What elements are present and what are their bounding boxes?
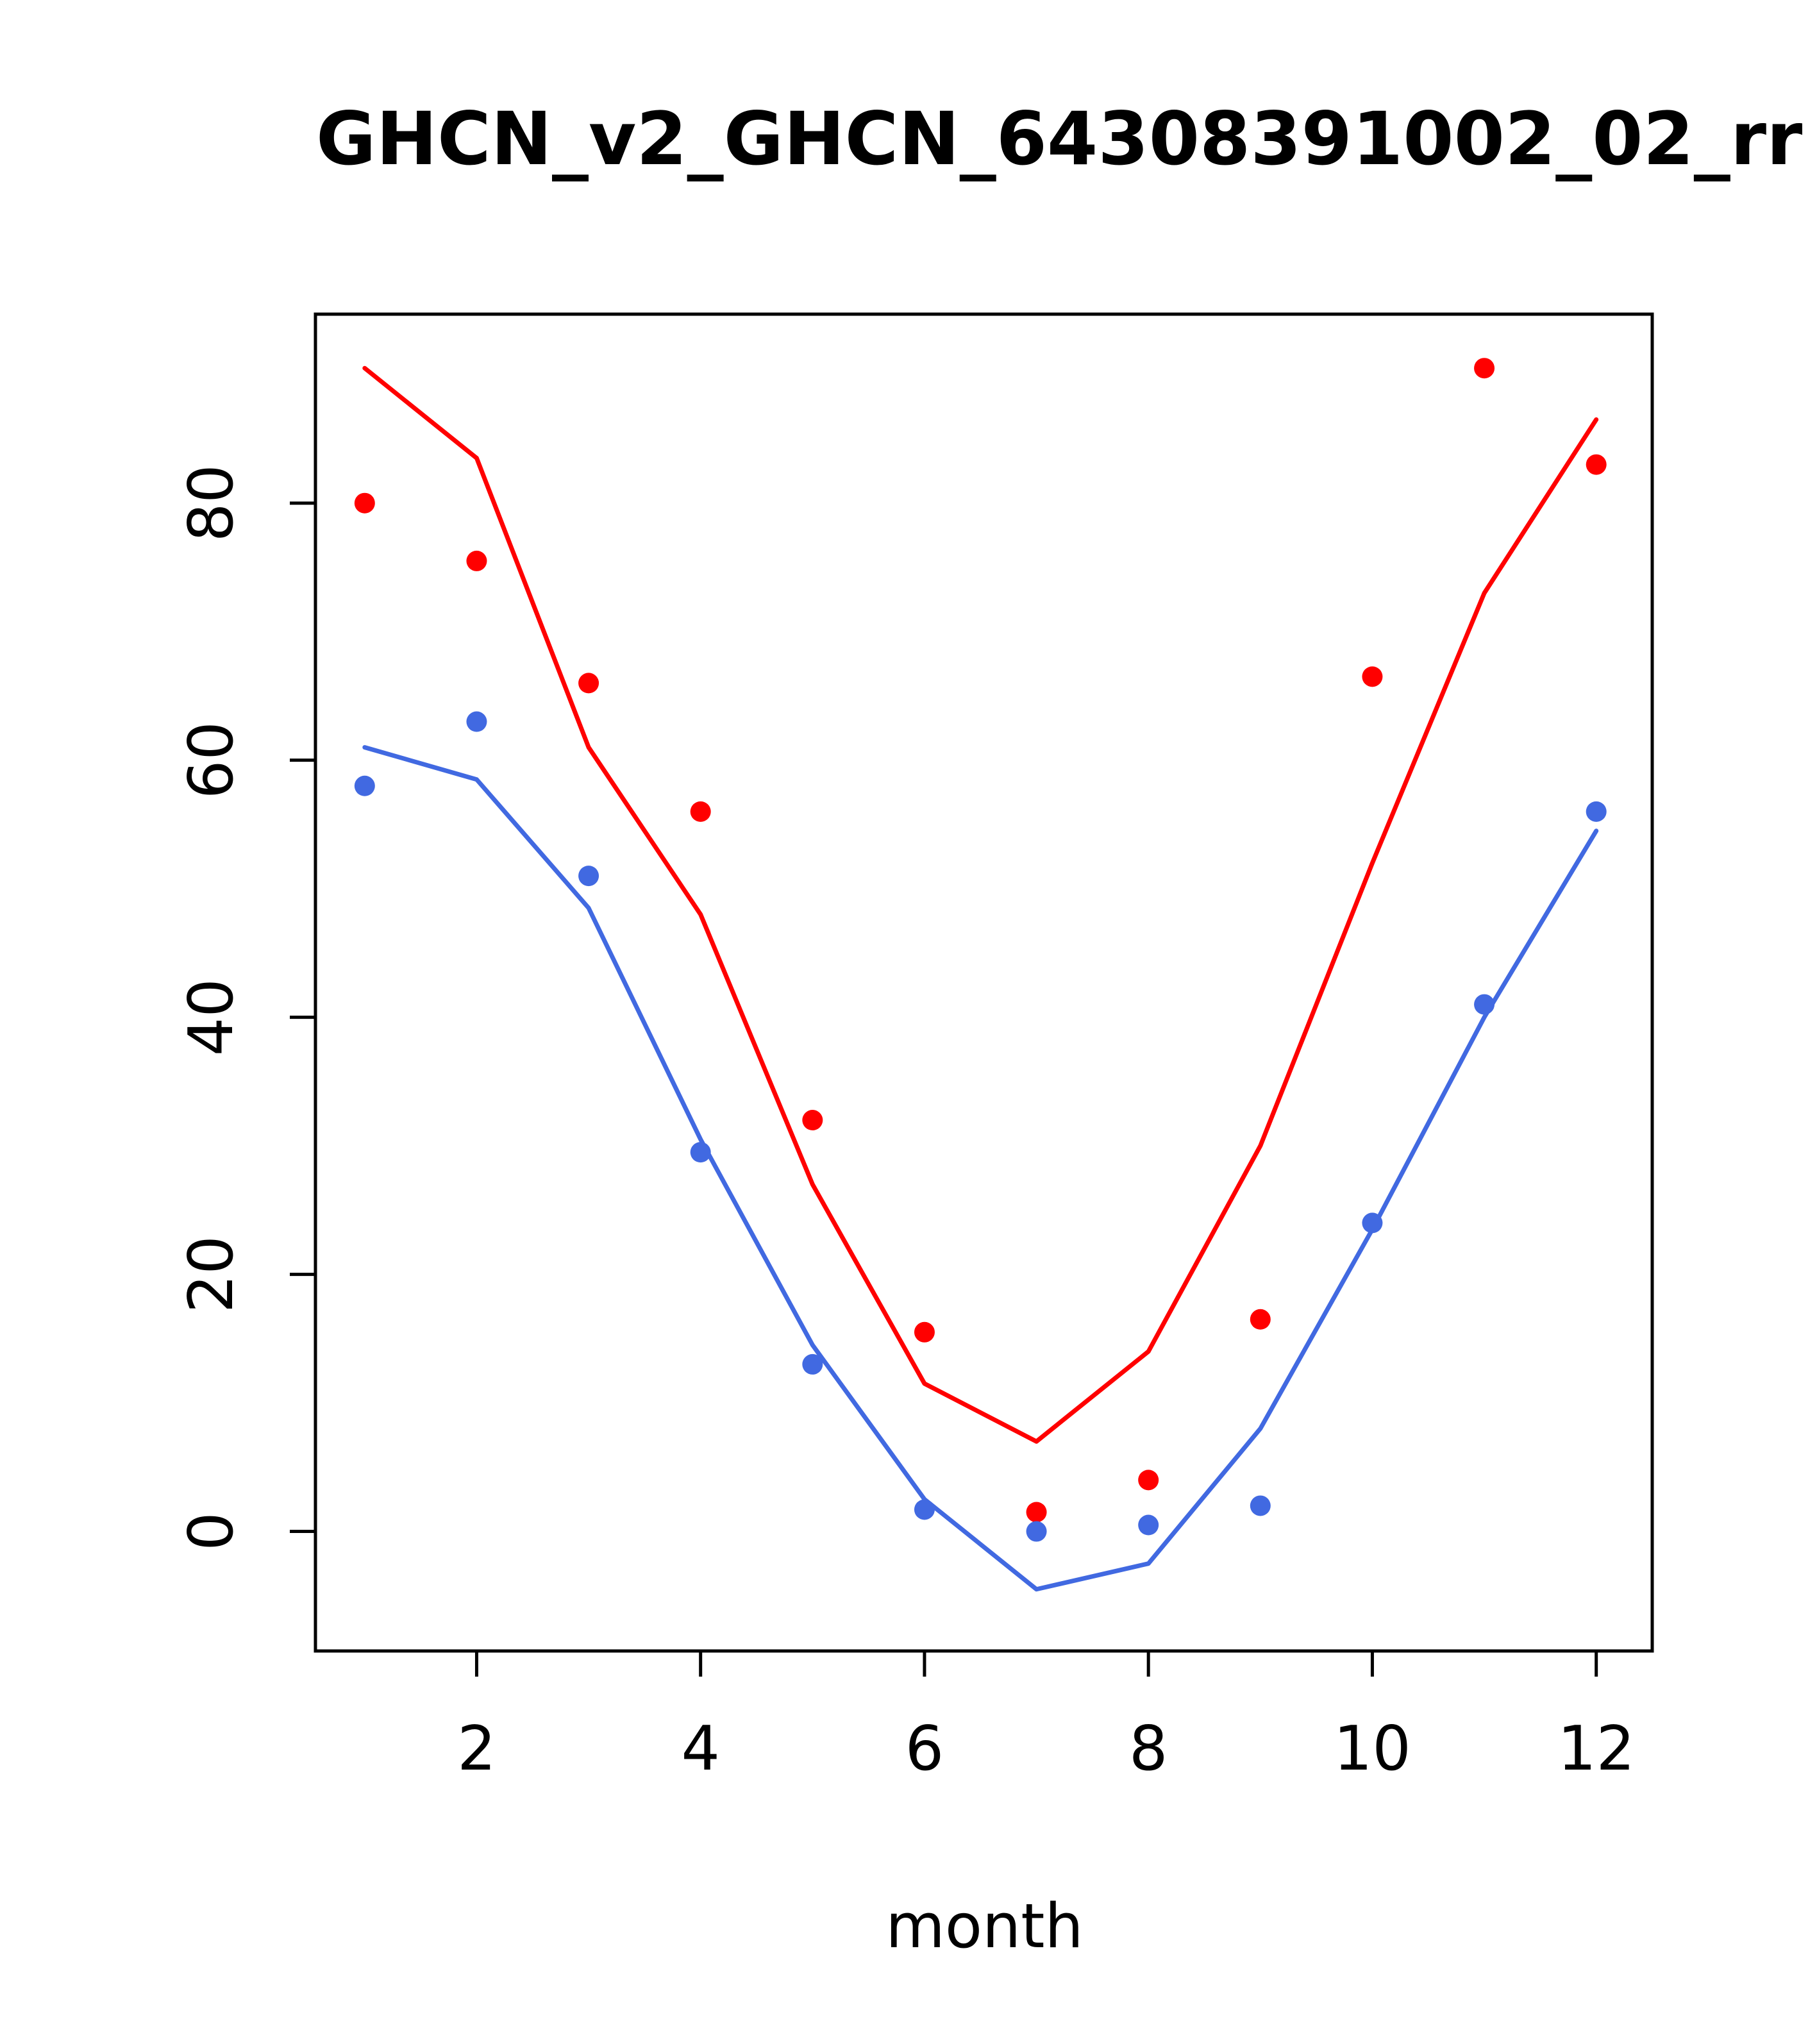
red-point bbox=[1586, 454, 1607, 475]
chart-title: GHCN_v2_GHCN_64308391002_02_rr bbox=[316, 96, 1803, 181]
red-point bbox=[1250, 1309, 1271, 1330]
blue-point bbox=[578, 866, 599, 887]
x-tick-label: 4 bbox=[681, 1714, 719, 1784]
blue-smooth-line bbox=[362, 745, 1599, 1592]
red-point bbox=[802, 1110, 823, 1131]
red-point bbox=[1138, 1470, 1159, 1491]
y-tick-label: 20 bbox=[176, 1236, 247, 1313]
y-tick-label: 80 bbox=[176, 464, 247, 542]
red-point bbox=[354, 492, 375, 514]
red-point bbox=[1474, 358, 1495, 379]
blue-point bbox=[1474, 994, 1495, 1015]
x-tick-label: 8 bbox=[1129, 1714, 1168, 1784]
blue-point bbox=[1138, 1514, 1159, 1536]
blue-point bbox=[914, 1499, 935, 1520]
x-tick-label: 10 bbox=[1334, 1714, 1411, 1784]
blue-point bbox=[1586, 801, 1607, 822]
blue-point bbox=[466, 711, 487, 732]
red-smooth-line bbox=[362, 365, 1599, 1444]
x-tick-label: 12 bbox=[1557, 1714, 1635, 1784]
blue-point bbox=[1250, 1495, 1271, 1516]
red-point bbox=[690, 801, 711, 822]
x-tick-label: 2 bbox=[457, 1714, 496, 1784]
blue-point bbox=[354, 775, 375, 796]
red-point bbox=[466, 550, 487, 571]
x-axis-label: month bbox=[885, 1891, 1084, 1962]
red-point bbox=[1362, 666, 1383, 687]
plot-box bbox=[314, 312, 1654, 1653]
blue-point bbox=[1026, 1521, 1047, 1542]
red-point bbox=[1026, 1502, 1047, 1523]
blue-point bbox=[1362, 1212, 1383, 1234]
red-point bbox=[578, 673, 599, 694]
x-tick-label: 6 bbox=[905, 1714, 944, 1784]
y-tick-label: 40 bbox=[176, 978, 247, 1056]
y-tick-label: 60 bbox=[176, 721, 247, 799]
blue-point bbox=[802, 1353, 823, 1375]
red-point bbox=[914, 1321, 935, 1343]
y-tick-label: 0 bbox=[176, 1512, 247, 1550]
blue-point bbox=[690, 1142, 711, 1163]
